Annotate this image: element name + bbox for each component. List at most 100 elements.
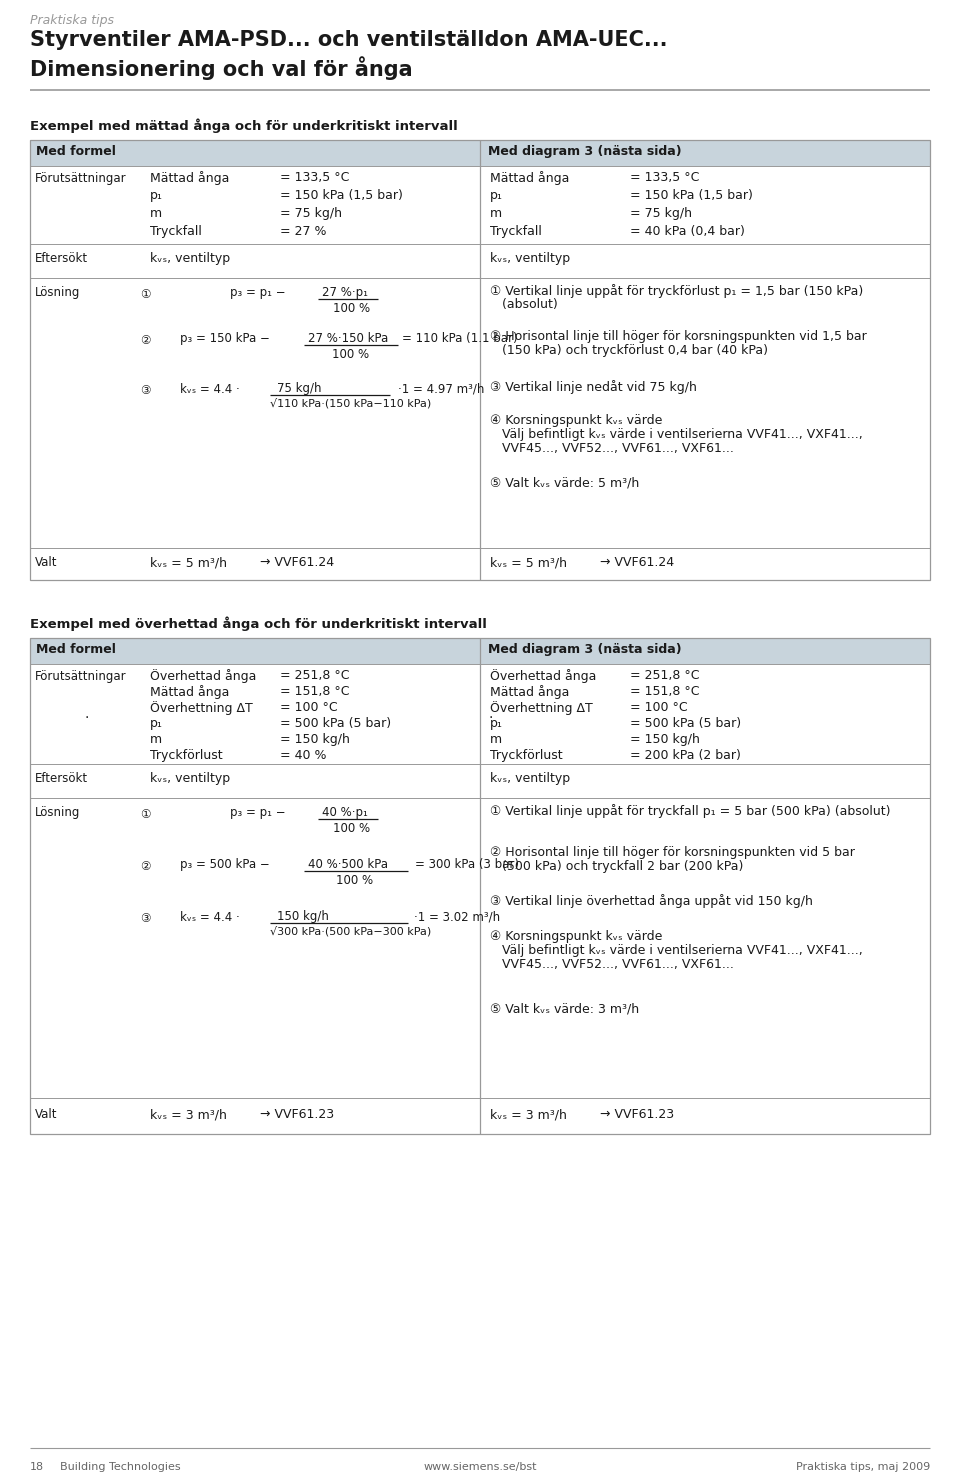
Text: Praktiska tips, maj 2009: Praktiska tips, maj 2009 [796, 1462, 930, 1473]
Bar [480, 141, 930, 166]
Text: = 500 kPa (5 bar): = 500 kPa (5 bar) [280, 716, 391, 730]
Text: = 200 kPa (2 bar): = 200 kPa (2 bar) [630, 749, 741, 762]
Text: ④ Korsningspunkt kᵥₛ värde: ④ Korsningspunkt kᵥₛ värde [490, 414, 662, 428]
Text: ①: ① [140, 808, 151, 821]
Text: = 150 kg/h: = 150 kg/h [630, 733, 700, 746]
Text: Mättad ånga: Mättad ånga [490, 172, 569, 185]
Text: Tryckförlust: Tryckförlust [490, 749, 563, 762]
Text: = 75 kg/h: = 75 kg/h [630, 207, 692, 221]
Text: → VVF61.24: → VVF61.24 [600, 556, 674, 568]
Text: ③: ③ [140, 383, 151, 397]
Text: kᵥₛ = 5 m³/h: kᵥₛ = 5 m³/h [490, 556, 567, 568]
Text: = 40 %: = 40 % [280, 749, 326, 762]
Text: www.siemens.se/bst: www.siemens.se/bst [423, 1462, 537, 1473]
Text: kᵥₛ, ventiltyp: kᵥₛ, ventiltyp [490, 252, 570, 265]
Text: ③: ③ [140, 912, 151, 925]
Text: Tryckförlust: Tryckförlust [150, 749, 223, 762]
Text: = 150 kPa (1,5 bar): = 150 kPa (1,5 bar) [630, 189, 753, 201]
Text: kᵥₛ = 4.4 ·: kᵥₛ = 4.4 · [180, 912, 240, 924]
Text: Mättad ånga: Mättad ånga [150, 685, 229, 699]
Text: Dimensionering och val för ånga: Dimensionering och val för ånga [30, 56, 413, 80]
Text: ⑤ Valt kᵥₛ värde: 3 m³/h: ⑤ Valt kᵥₛ värde: 3 m³/h [490, 1002, 639, 1015]
Text: ③ Vertikal linje överhettad ånga uppåt vid 150 kg/h: ③ Vertikal linje överhettad ånga uppåt v… [490, 894, 813, 907]
Text: Välj befintligt kᵥₛ värde i ventilserierna VVF41..., VXF41...,: Välj befintligt kᵥₛ värde i ventilserier… [490, 428, 863, 441]
Text: Lösning: Lösning [35, 807, 81, 818]
Text: p₃ = p₁ −: p₃ = p₁ − [230, 286, 286, 299]
Text: 150 kg/h: 150 kg/h [277, 910, 329, 924]
Text: Exempel med mättad ånga och för underkritiskt intervall: Exempel med mättad ånga och för underkri… [30, 118, 458, 133]
Text: Med diagram 3 (nästa sida): Med diagram 3 (nästa sida) [488, 642, 682, 656]
Text: = 300 kPa (3 bar): = 300 kPa (3 bar) [415, 858, 519, 872]
Text: kᵥₛ, ventiltyp: kᵥₛ, ventiltyp [150, 773, 230, 784]
Text: ③ Vertikal linje nedåt vid 75 kg/h: ③ Vertikal linje nedåt vid 75 kg/h [490, 380, 697, 394]
Text: ·: · [488, 710, 492, 725]
Bar [30, 638, 480, 665]
Text: √110 kPa·(150 kPa−110 kPa): √110 kPa·(150 kPa−110 kPa) [270, 398, 431, 408]
Text: Förutsättningar: Förutsättningar [35, 670, 127, 682]
Text: → VVF61.24: → VVF61.24 [260, 556, 334, 568]
Text: = 150 kg/h: = 150 kg/h [280, 733, 349, 746]
Text: = 100 °C: = 100 °C [630, 702, 687, 713]
Text: 100 %: 100 % [332, 348, 370, 361]
Text: 40 %·500 kPa: 40 %·500 kPa [308, 858, 388, 872]
Text: = 133,5 °C: = 133,5 °C [280, 172, 349, 184]
Text: 100 %: 100 % [333, 821, 371, 835]
Bar [480, 638, 930, 665]
Text: Valt: Valt [35, 1109, 58, 1120]
Text: = 500 kPa (5 bar): = 500 kPa (5 bar) [630, 716, 741, 730]
Text: = 40 kPa (0,4 bar): = 40 kPa (0,4 bar) [630, 225, 745, 238]
Text: kᵥₛ = 5 m³/h: kᵥₛ = 5 m³/h [150, 556, 227, 568]
Text: Överhettning ΔT: Överhettning ΔT [150, 702, 252, 715]
Text: Mättad ånga: Mättad ånga [490, 685, 569, 699]
Text: Överhettad ånga: Överhettad ånga [490, 669, 596, 682]
Text: p₁: p₁ [150, 716, 163, 730]
Text: Tryckfall: Tryckfall [150, 225, 202, 238]
Text: p₁: p₁ [150, 189, 163, 201]
Text: (absolut): (absolut) [490, 297, 558, 311]
Text: = 27 %: = 27 % [280, 225, 326, 238]
Text: ②: ② [140, 334, 151, 346]
Text: m: m [490, 733, 502, 746]
Text: Med formel: Med formel [36, 145, 116, 158]
Text: = 150 kPa (1,5 bar): = 150 kPa (1,5 bar) [280, 189, 403, 201]
Text: ④ Korsningspunkt kᵥₛ värde: ④ Korsningspunkt kᵥₛ värde [490, 929, 662, 943]
Text: 27 %·p₁: 27 %·p₁ [322, 286, 368, 299]
Text: Med diagram 3 (nästa sida): Med diagram 3 (nästa sida) [488, 145, 682, 158]
Text: = 251,8 °C: = 251,8 °C [280, 669, 349, 682]
Text: ② Horisontal linje till höger för korsningspunkten vid 5 bar: ② Horisontal linje till höger för korsni… [490, 847, 854, 858]
Text: Building Technologies: Building Technologies [60, 1462, 180, 1473]
Text: VVF45..., VVF52..., VVF61..., VXF61...: VVF45..., VVF52..., VVF61..., VXF61... [490, 443, 733, 454]
Text: Valt: Valt [35, 556, 58, 568]
Text: kᵥₛ = 4.4 ·: kᵥₛ = 4.4 · [180, 383, 240, 397]
Text: m: m [150, 733, 162, 746]
Text: ⑤ Valt kᵥₛ värde: 5 m³/h: ⑤ Valt kᵥₛ värde: 5 m³/h [490, 477, 639, 488]
Text: kᵥₛ = 3 m³/h: kᵥₛ = 3 m³/h [150, 1109, 227, 1120]
Text: m: m [150, 207, 162, 221]
Text: kᵥₛ, ventiltyp: kᵥₛ, ventiltyp [150, 252, 230, 265]
Text: Mättad ånga: Mättad ånga [150, 172, 229, 185]
Text: 75 kg/h: 75 kg/h [277, 382, 322, 395]
Text: Förutsättningar: Förutsättningar [35, 172, 127, 185]
Text: ① Vertikal linje uppåt för tryckförlust p₁ = 1,5 bar (150 kPa): ① Vertikal linje uppåt för tryckförlust … [490, 284, 863, 297]
Text: ① Vertikal linje uppåt för tryckfall p₁ = 5 bar (500 kPa) (absolut): ① Vertikal linje uppåt för tryckfall p₁ … [490, 804, 891, 818]
Text: → VVF61.23: → VVF61.23 [600, 1109, 674, 1120]
Text: Med formel: Med formel [36, 642, 116, 656]
Text: p₁: p₁ [490, 189, 503, 201]
Text: Eftersökt: Eftersökt [35, 773, 88, 784]
Text: Tryckfall: Tryckfall [490, 225, 541, 238]
Text: p₁: p₁ [490, 716, 503, 730]
Text: p₃ = 150 kPa −: p₃ = 150 kPa − [180, 332, 270, 345]
Text: 100 %: 100 % [333, 302, 371, 315]
Text: ①: ① [140, 289, 151, 300]
Text: Eftersökt: Eftersökt [35, 252, 88, 265]
Text: (500 kPa) och tryckfall 2 bar (200 kPa): (500 kPa) och tryckfall 2 bar (200 kPa) [490, 860, 743, 873]
Text: Överhettad ånga: Överhettad ånga [150, 669, 256, 682]
Text: Exempel med överhettad ånga och för underkritiskt intervall: Exempel med överhettad ånga och för unde… [30, 616, 487, 630]
Text: (150 kPa) och tryckförlust 0,4 bar (40 kPa): (150 kPa) och tryckförlust 0,4 bar (40 k… [490, 343, 768, 357]
Text: 18: 18 [30, 1462, 44, 1473]
Bar [30, 141, 930, 580]
Text: Välj befintligt kᵥₛ värde i ventilserierna VVF41..., VXF41...,: Välj befintligt kᵥₛ värde i ventilserier… [490, 944, 863, 958]
Text: = 75 kg/h: = 75 kg/h [280, 207, 342, 221]
Text: VVF45..., VVF52..., VVF61..., VXF61...: VVF45..., VVF52..., VVF61..., VXF61... [490, 958, 733, 971]
Text: Praktiska tips: Praktiska tips [30, 13, 114, 27]
